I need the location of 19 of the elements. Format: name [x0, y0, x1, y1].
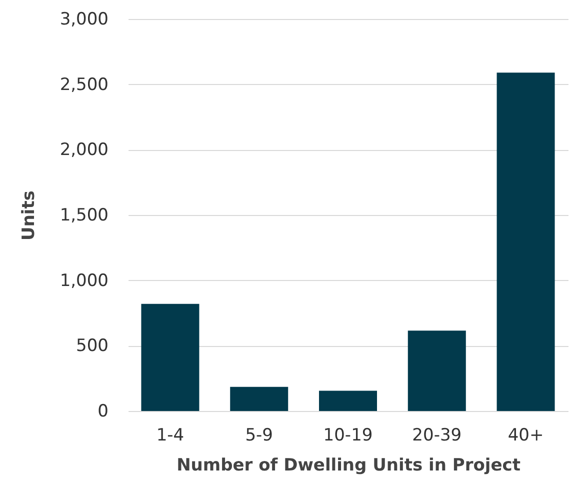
x-tick-label: 20-39 [412, 426, 462, 446]
y-tick-label: 1,000 [60, 270, 108, 291]
x-tick-label: 5-9 [245, 426, 273, 446]
y-tick-label: 2,000 [60, 140, 108, 160]
x-tick-label: 1-4 [156, 426, 184, 446]
bar [141, 304, 200, 411]
bar [230, 386, 288, 411]
x-tick-label: 10-19 [323, 426, 373, 446]
y-tick-label: 1,500 [60, 206, 108, 226]
y-tick-label: 0 [98, 402, 108, 422]
bar [408, 330, 466, 411]
y-tick-label: 3,000 [60, 10, 108, 30]
x-axis-title: Number of Dwelling Units in Project [176, 456, 520, 476]
y-axis-title: Units [18, 190, 39, 240]
y-tick-label: 500 [76, 336, 108, 356]
bar [319, 390, 377, 411]
y-tick-label: 2,500 [60, 74, 108, 95]
x-tick-label: 40+ [508, 426, 544, 446]
bar [496, 72, 555, 411]
